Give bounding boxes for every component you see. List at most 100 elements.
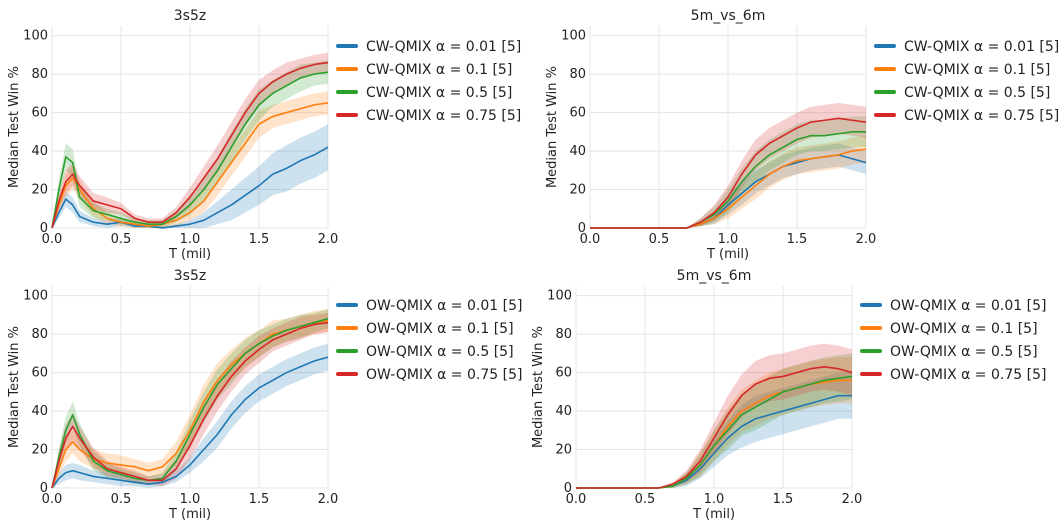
y-tick-label: 0 — [564, 481, 572, 496]
x-tick-label: 1.0 — [180, 232, 201, 247]
x-axis-label: T (mil) — [168, 247, 211, 262]
y-axis-label: Median Test Win % — [531, 326, 546, 448]
series-band-1 — [590, 143, 866, 228]
series-line-1 — [51, 356, 329, 489]
legend-label-1: CW-QMIX α = 0.01 [5] — [904, 39, 1059, 55]
legend-label-3: CW-QMIX α = 0.5 [5] — [904, 85, 1050, 101]
y-axis-label: Median Test Win % — [7, 66, 22, 188]
series-line-3 — [576, 375, 853, 489]
series-band-3 — [52, 309, 328, 488]
series-line-3 — [51, 317, 329, 489]
x-axis-label: T (mil) — [168, 507, 211, 522]
chart-title: 5m_vs_6m — [691, 8, 766, 24]
series-band-3 — [590, 116, 866, 228]
y-tick-label: 0 — [40, 481, 48, 496]
legend-label-2: CW-QMIX α = 0.1 [5] — [904, 62, 1050, 78]
legend-label-4: OW-QMIX α = 0.75 [5] — [366, 367, 522, 383]
series-band-3 — [576, 353, 852, 488]
chart-panel-1: 0.0 0.5 1.0 1.5 2.0 0 20 40 60 80 100 3s5z T (mil) Me… — [7, 8, 521, 262]
y-tick-label: 20 — [569, 183, 586, 198]
y-tick-label: 100 — [23, 29, 48, 44]
legend-label-3: OW-QMIX α = 0.5 [5] — [890, 344, 1038, 360]
y-tick-label: 20 — [31, 183, 48, 198]
y-tick-label: 20 — [31, 443, 48, 458]
y-tick-label: 80 — [31, 327, 48, 342]
legend-label-2: OW-QMIX α = 0.1 [5] — [366, 321, 514, 337]
series-band-4 — [576, 343, 852, 488]
y-tick-label: 100 — [561, 29, 586, 44]
legend-label-1: OW-QMIX α = 0.01 [5] — [366, 298, 522, 314]
x-tick-label: 1.0 — [180, 492, 201, 507]
series-line-2 — [590, 148, 867, 229]
x-tick-label: 0.5 — [635, 492, 656, 507]
y-axis-label: Median Test Win % — [7, 326, 22, 448]
series-line-1 — [576, 394, 852, 489]
x-tick-label: 0.5 — [111, 492, 132, 507]
series-band-2 — [52, 91, 328, 229]
series-band-3 — [52, 60, 328, 228]
series-band-1 — [52, 343, 328, 488]
chart-title: 3s5z — [174, 8, 206, 24]
x-tick-label: 0.0 — [566, 492, 587, 507]
y-tick-label: 40 — [31, 404, 48, 419]
legend-label-4: CW-QMIX α = 0.75 [5] — [366, 108, 521, 124]
y-tick-label: 80 — [569, 67, 586, 82]
y-tick-label: 60 — [31, 106, 48, 121]
x-tick-label: 1.5 — [249, 232, 270, 247]
x-tick-label: 2.0 — [318, 492, 339, 507]
x-tick-label: 0.0 — [42, 492, 63, 507]
x-tick-label: 1.0 — [718, 232, 739, 247]
x-tick-label: 2.0 — [856, 232, 877, 247]
series-line-3 — [51, 71, 329, 229]
x-axis-label: T (mil) — [692, 507, 735, 522]
series-band-2 — [52, 309, 328, 488]
y-tick-label: 80 — [31, 67, 48, 82]
x-tick-label: 0.5 — [649, 232, 670, 247]
chart-title: 3s5z — [174, 268, 206, 284]
series-band-4 — [52, 312, 328, 488]
legend-label-4: CW-QMIX α = 0.75 [5] — [904, 108, 1059, 124]
series-band-2 — [590, 135, 866, 228]
legend-label-2: CW-QMIX α = 0.1 [5] — [366, 62, 512, 78]
chart-panel-3: 0.0 0.5 1.0 1.5 2.0 0 20 40 60 80 100 3s5z T (mil) Me… — [7, 268, 522, 522]
series-band-1 — [52, 124, 328, 228]
series-band-1 — [576, 372, 852, 488]
series-line-4 — [590, 117, 867, 229]
y-axis-label: Median Test Win % — [545, 66, 560, 188]
y-tick-label: 0 — [40, 221, 48, 236]
legend-label-3: CW-QMIX α = 0.5 [5] — [366, 85, 512, 101]
legend-label-1: OW-QMIX α = 0.01 [5] — [890, 298, 1046, 314]
y-tick-label: 20 — [555, 443, 572, 458]
y-tick-label: 60 — [555, 366, 572, 381]
legend-label-3: OW-QMIX α = 0.5 [5] — [366, 344, 514, 360]
x-tick-label: 1.5 — [787, 232, 808, 247]
legend-label-1: CW-QMIX α = 0.01 [5] — [366, 39, 521, 55]
x-tick-label: 0.0 — [580, 232, 601, 247]
y-tick-label: 40 — [31, 144, 48, 159]
x-axis-label: T (mil) — [706, 247, 749, 262]
x-tick-label: 2.0 — [318, 232, 339, 247]
chart-panel-4: 0.0 0.5 1.0 1.5 2.0 0 20 40 60 80 100 5m_vs_6m T (mi… — [531, 268, 1046, 522]
series-line-4 — [576, 365, 853, 489]
x-tick-label: 0.0 — [42, 232, 63, 247]
x-tick-label: 2.0 — [842, 492, 863, 507]
legend-label-4: OW-QMIX α = 0.75 [5] — [890, 367, 1046, 383]
series-line-4 — [51, 321, 329, 489]
series-line-1 — [51, 146, 329, 229]
y-tick-label: 100 — [547, 289, 572, 304]
chart-title: 5m_vs_6m — [677, 268, 752, 284]
x-tick-label: 1.5 — [249, 492, 270, 507]
series-line-2 — [51, 319, 329, 489]
chart-panel-2: 0.0 0.5 1.0 1.5 2.0 0 20 40 60 80 100 5m_vs_6m T (mi… — [545, 8, 1059, 262]
y-tick-label: 100 — [23, 289, 48, 304]
y-tick-label: 40 — [555, 404, 572, 419]
x-tick-label: 1.0 — [704, 492, 725, 507]
series-band-2 — [576, 357, 852, 488]
y-tick-label: 60 — [569, 106, 586, 121]
y-tick-label: 40 — [569, 144, 586, 159]
legend-label-2: OW-QMIX α = 0.1 [5] — [890, 321, 1038, 337]
series-band-4 — [52, 52, 328, 228]
x-tick-label: 0.5 — [111, 232, 132, 247]
x-tick-label: 1.5 — [773, 492, 794, 507]
